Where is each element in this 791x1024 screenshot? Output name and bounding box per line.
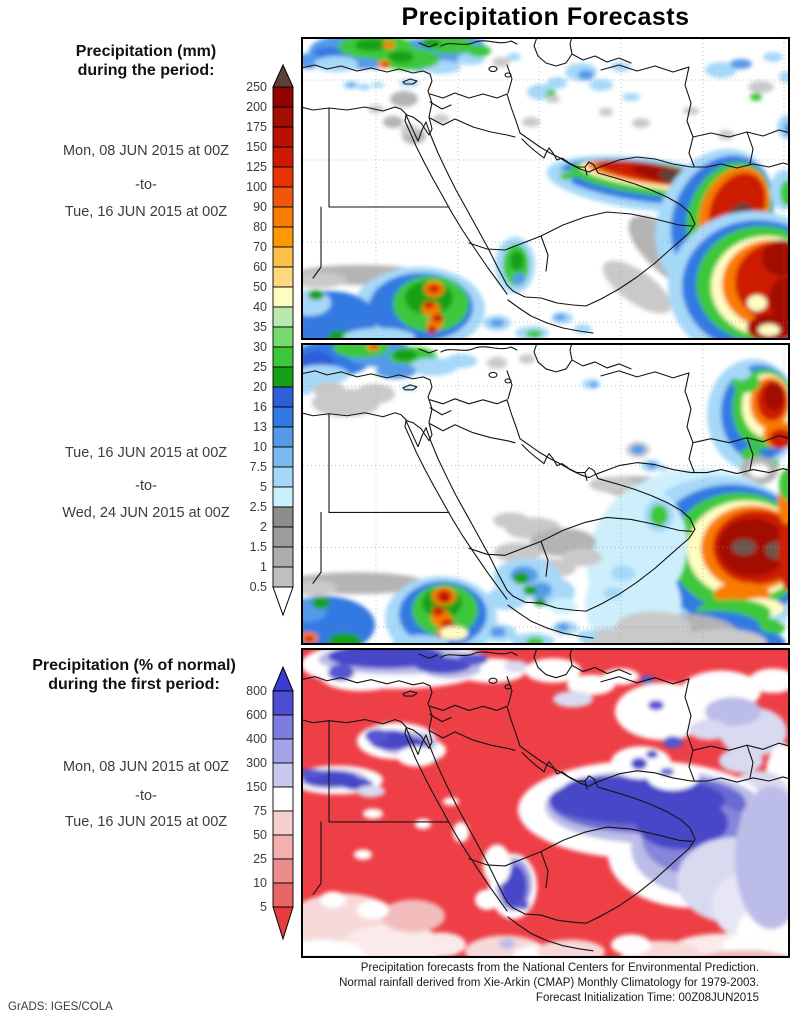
panel3-heading-line2: during the first period: bbox=[48, 676, 220, 693]
svg-text:16: 16 bbox=[253, 400, 267, 414]
svg-text:60: 60 bbox=[253, 260, 267, 274]
svg-text:10: 10 bbox=[253, 876, 267, 890]
precip-map-second-period bbox=[301, 343, 790, 645]
page-title: Precipitation Forecasts bbox=[401, 3, 690, 31]
svg-text:2: 2 bbox=[260, 520, 267, 534]
svg-text:0.5: 0.5 bbox=[250, 580, 267, 594]
svg-text:150: 150 bbox=[246, 140, 267, 154]
svg-text:250: 250 bbox=[246, 80, 267, 94]
panel2-date-to: Wed, 24 JUN 2015 at 00Z bbox=[62, 505, 230, 521]
panel3-heading: Precipitation (% of normal) during the f… bbox=[0, 656, 268, 694]
svg-text:125: 125 bbox=[246, 160, 267, 174]
svg-text:50: 50 bbox=[253, 280, 267, 294]
svg-text:5: 5 bbox=[260, 480, 267, 494]
svg-text:300: 300 bbox=[246, 756, 267, 770]
svg-text:400: 400 bbox=[246, 732, 267, 746]
footer-notes: Precipitation forecasts from the Nationa… bbox=[300, 961, 759, 1006]
panel2-date-from: Tue, 16 JUN 2015 at 00Z bbox=[64, 445, 228, 461]
footer-line2: Normal rainfall derived from Xie-Arkin (… bbox=[339, 977, 759, 989]
svg-text:75: 75 bbox=[253, 804, 267, 818]
svg-text:5: 5 bbox=[260, 900, 267, 914]
svg-text:10: 10 bbox=[253, 440, 267, 454]
panel1-date-from: Mon, 08 JUN 2015 at 00Z bbox=[62, 143, 230, 159]
svg-text:800: 800 bbox=[246, 684, 267, 698]
svg-text:13: 13 bbox=[253, 420, 267, 434]
grads-credit: GrADS: IGES/COLA bbox=[8, 1001, 113, 1013]
svg-text:70: 70 bbox=[253, 240, 267, 254]
svg-text:35: 35 bbox=[253, 320, 267, 334]
footer-line3: Forecast Initialization Time: 00Z08JUN20… bbox=[535, 992, 759, 1004]
panel1-date-sep: -to- bbox=[135, 177, 157, 193]
panel1-heading: Precipitation (mm) during the period: bbox=[0, 42, 292, 80]
footer-line1: Precipitation forecasts from the Nationa… bbox=[360, 962, 759, 974]
colorbar-mm: 2502001751501251009080706050403530252016… bbox=[246, 63, 294, 617]
svg-text:2.5: 2.5 bbox=[250, 500, 267, 514]
panel1-heading-line2: during the period: bbox=[77, 62, 215, 79]
panel2-date-sep: -to- bbox=[135, 478, 157, 494]
svg-text:175: 175 bbox=[246, 120, 267, 134]
svg-text:100: 100 bbox=[246, 180, 267, 194]
svg-text:40: 40 bbox=[253, 300, 267, 314]
svg-text:200: 200 bbox=[246, 100, 267, 114]
precip-map-first-period bbox=[301, 37, 790, 340]
svg-text:1.5: 1.5 bbox=[250, 540, 267, 554]
panel3-date-from: Mon, 08 JUN 2015 at 00Z bbox=[62, 759, 230, 775]
svg-text:30: 30 bbox=[253, 340, 267, 354]
panel3-date-to: Tue, 16 JUN 2015 at 00Z bbox=[64, 814, 228, 830]
svg-text:600: 600 bbox=[246, 708, 267, 722]
colorbar-percent-of-normal: 800 600 400 300 150 75 50 25 10 5 bbox=[246, 665, 294, 941]
svg-text:80: 80 bbox=[253, 220, 267, 234]
svg-text:25: 25 bbox=[253, 852, 267, 866]
svg-text:50: 50 bbox=[253, 828, 267, 842]
panel3-date-sep: -to- bbox=[135, 788, 157, 804]
svg-text:90: 90 bbox=[253, 200, 267, 214]
svg-text:20: 20 bbox=[253, 380, 267, 394]
precip-percent-normal-map bbox=[301, 648, 790, 958]
panel1-heading-line1: Precipitation (mm) bbox=[75, 43, 217, 60]
panel1-date-to: Tue, 16 JUN 2015 at 00Z bbox=[64, 204, 228, 220]
svg-text:7.5: 7.5 bbox=[250, 460, 267, 474]
panel3-heading-line1: Precipitation (% of normal) bbox=[32, 657, 236, 674]
svg-text:25: 25 bbox=[253, 360, 267, 374]
svg-text:150: 150 bbox=[246, 780, 267, 794]
svg-text:1: 1 bbox=[260, 560, 267, 574]
